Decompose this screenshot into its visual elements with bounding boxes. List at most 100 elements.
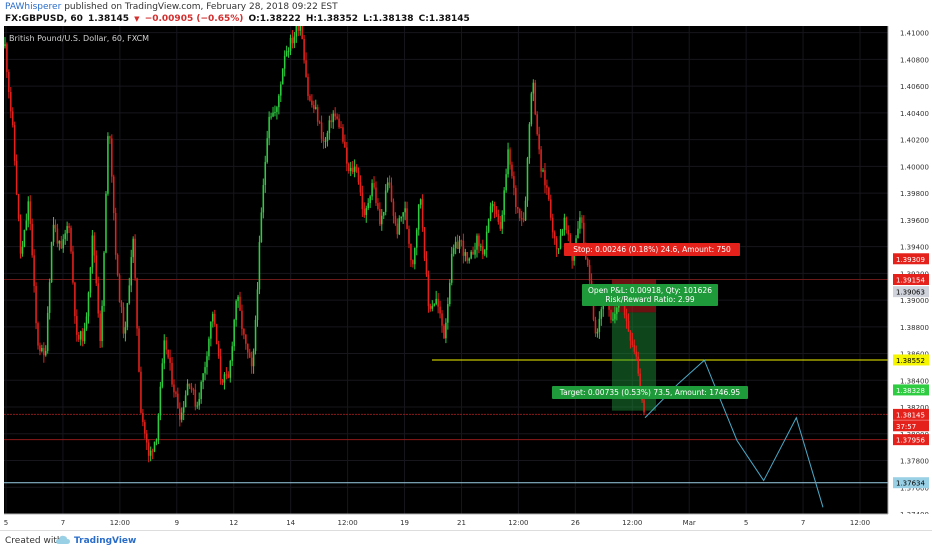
candle-body [256,289,259,320]
candle-body [6,44,8,72]
candle-body [35,286,37,324]
candle-body [132,238,134,258]
candle-body [56,228,59,244]
price-tick-label: 1.40200 [900,137,929,145]
candle-body [280,84,282,96]
candle-body [175,392,177,394]
candle-body [23,229,26,247]
candle-body [530,93,533,125]
candle-body [202,373,204,382]
candle-body [507,149,509,175]
candle-body [112,176,115,214]
candle-body [400,216,403,219]
time-tick-label: 9 [175,519,179,527]
price-tag-label: 1.38552 [896,357,925,365]
candle-body [245,334,247,344]
candle-body [311,100,313,106]
candle-body [130,257,133,286]
candle-body [37,323,39,346]
candle-body [478,235,480,247]
price-tag [893,273,929,285]
candle-body [159,386,162,416]
candle-body [487,218,490,232]
candle-body [303,38,305,61]
tradingview-brand[interactable]: TradingView [74,536,137,546]
candle-body [179,408,181,420]
time-tick-label: 12:00 [622,519,642,527]
candle-body [528,124,531,159]
candle-body [598,318,601,332]
high-value: H:1.38352 [305,14,359,24]
candle-body [70,227,72,252]
candle-body [423,227,426,259]
candle-body [538,134,540,150]
candle-body [21,246,24,254]
candle-body [118,275,121,303]
candle-body [99,313,101,342]
candle-body [225,374,228,376]
candle-body [643,400,645,413]
candle-body [505,174,507,191]
candle-body [260,212,263,243]
candle-body [208,338,210,357]
time-axis[interactable] [0,514,932,530]
candle-body [485,231,488,250]
candle-body [625,315,628,322]
candle-body [177,393,179,409]
candle-body [85,316,88,329]
candle-body [299,26,301,31]
candle-body [270,116,272,118]
candle-body [388,182,391,186]
candle-body [33,255,35,287]
candle-body [551,217,554,233]
candle-body [431,305,434,309]
open-label-text: Open P&L: 0.00918, Qty: 101626 [588,286,712,295]
candle-body [10,91,12,112]
candle-body [74,282,76,317]
candle-body [363,209,366,216]
open-label-box [582,284,718,306]
candle-body [581,217,583,223]
price-tag-label: 1.38328 [896,387,925,395]
candle-body [511,164,513,177]
candle-body [289,37,292,51]
candle-body [417,204,420,230]
price-tick-label: 1.38200 [900,404,929,412]
candle-body [563,217,566,231]
candle-body [635,351,638,357]
price-axis[interactable] [888,26,932,514]
candle-body [219,356,222,380]
tradingview-cloud-icon [56,535,70,544]
candle-body [268,116,270,139]
price-chart[interactable]: Stop: 0.00246 (0.18%) 24.6, Amount: 750 O… [0,26,932,530]
candle-body [515,187,517,208]
price-tick-label: 1.40400 [900,110,929,118]
candle-body [410,243,412,261]
price-tag-label: 1.38145 [896,411,925,419]
candle-body [19,218,22,254]
candle-body [349,167,352,171]
candle-body [91,235,94,268]
candle-body [105,193,107,253]
candle-body [25,220,28,230]
symbol-label[interactable]: FX:GBPUSD, 60 [5,14,83,24]
time-tick-label: 12:00 [338,519,358,527]
price-tag [893,420,929,432]
price-tick-label: 1.40000 [900,163,929,171]
candle-body [414,247,416,265]
author-link[interactable]: PAWhisperer [5,2,62,12]
candle-body [64,233,66,240]
chart-header: PAWhisperer published on TradingView.com… [0,0,932,26]
price-change: −0.00905 (−0.65%) [144,14,244,24]
candle-body [120,302,123,308]
candle-body [516,207,519,209]
candle-body [213,313,216,325]
candle-body [196,405,199,407]
candle-body [377,203,379,209]
price-tag [893,408,929,420]
candle-body [371,183,373,197]
open-label-text: Risk/Reward Ratio: 2.99 [605,295,694,304]
candle-body [31,223,33,256]
price-tag-label: 1.37634 [896,480,925,488]
quote-line: FX:GBPUSD, 60 1.38145 ▼ −0.00905 (−0.65%… [5,14,472,24]
